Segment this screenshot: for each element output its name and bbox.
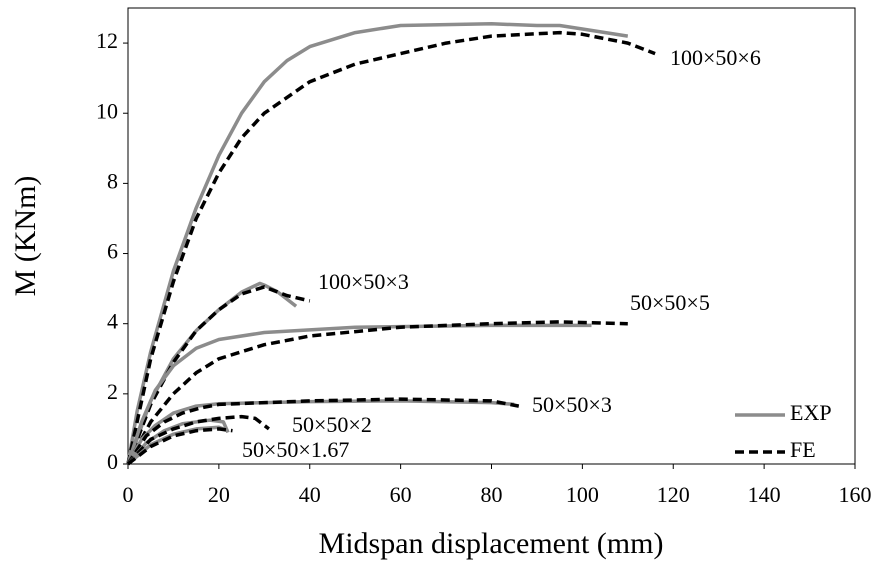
x-tick-label: 20 [208, 482, 230, 507]
specimen-label: 50×50×5 [630, 290, 710, 315]
x-tick-label: 140 [748, 482, 781, 507]
series-line [126, 30, 656, 465]
y-tick-label: 12 [96, 28, 118, 53]
series-line [126, 320, 628, 465]
y-tick-label: 4 [107, 309, 118, 334]
y-tick-label: 8 [107, 168, 118, 193]
legend-label: FE [790, 437, 816, 462]
x-tick-label: 60 [390, 482, 412, 507]
y-tick-label: 0 [107, 449, 118, 474]
legend-label: EXP [790, 400, 832, 425]
specimen-label: 100×50×6 [670, 45, 761, 70]
x-tick-label: 160 [839, 482, 872, 507]
series-line [126, 418, 230, 466]
specimen-label: 50×50×3 [532, 392, 612, 417]
y-tick-label: 10 [96, 98, 118, 123]
x-tick-label: 100 [566, 482, 599, 507]
specimen-label: 50×50×2 [292, 412, 372, 437]
x-tick-label: 0 [123, 482, 134, 507]
y-axis-title: M (KNm) [9, 176, 42, 297]
series-line [126, 323, 592, 465]
series-line [126, 22, 629, 465]
series-line [126, 397, 520, 465]
specimen-label: 100×50×3 [318, 269, 409, 294]
series-line [126, 427, 233, 466]
plot-frame [127, 7, 856, 465]
x-axis-title: Midspan displacement (mm) [319, 527, 664, 560]
x-tick-label: 40 [299, 482, 321, 507]
y-tick-label: 6 [107, 239, 118, 264]
specimen-label: 50×50×1.67 [242, 437, 349, 462]
x-tick-label: 80 [481, 482, 503, 507]
y-tick-label: 2 [107, 379, 118, 404]
x-tick-label: 120 [657, 482, 690, 507]
